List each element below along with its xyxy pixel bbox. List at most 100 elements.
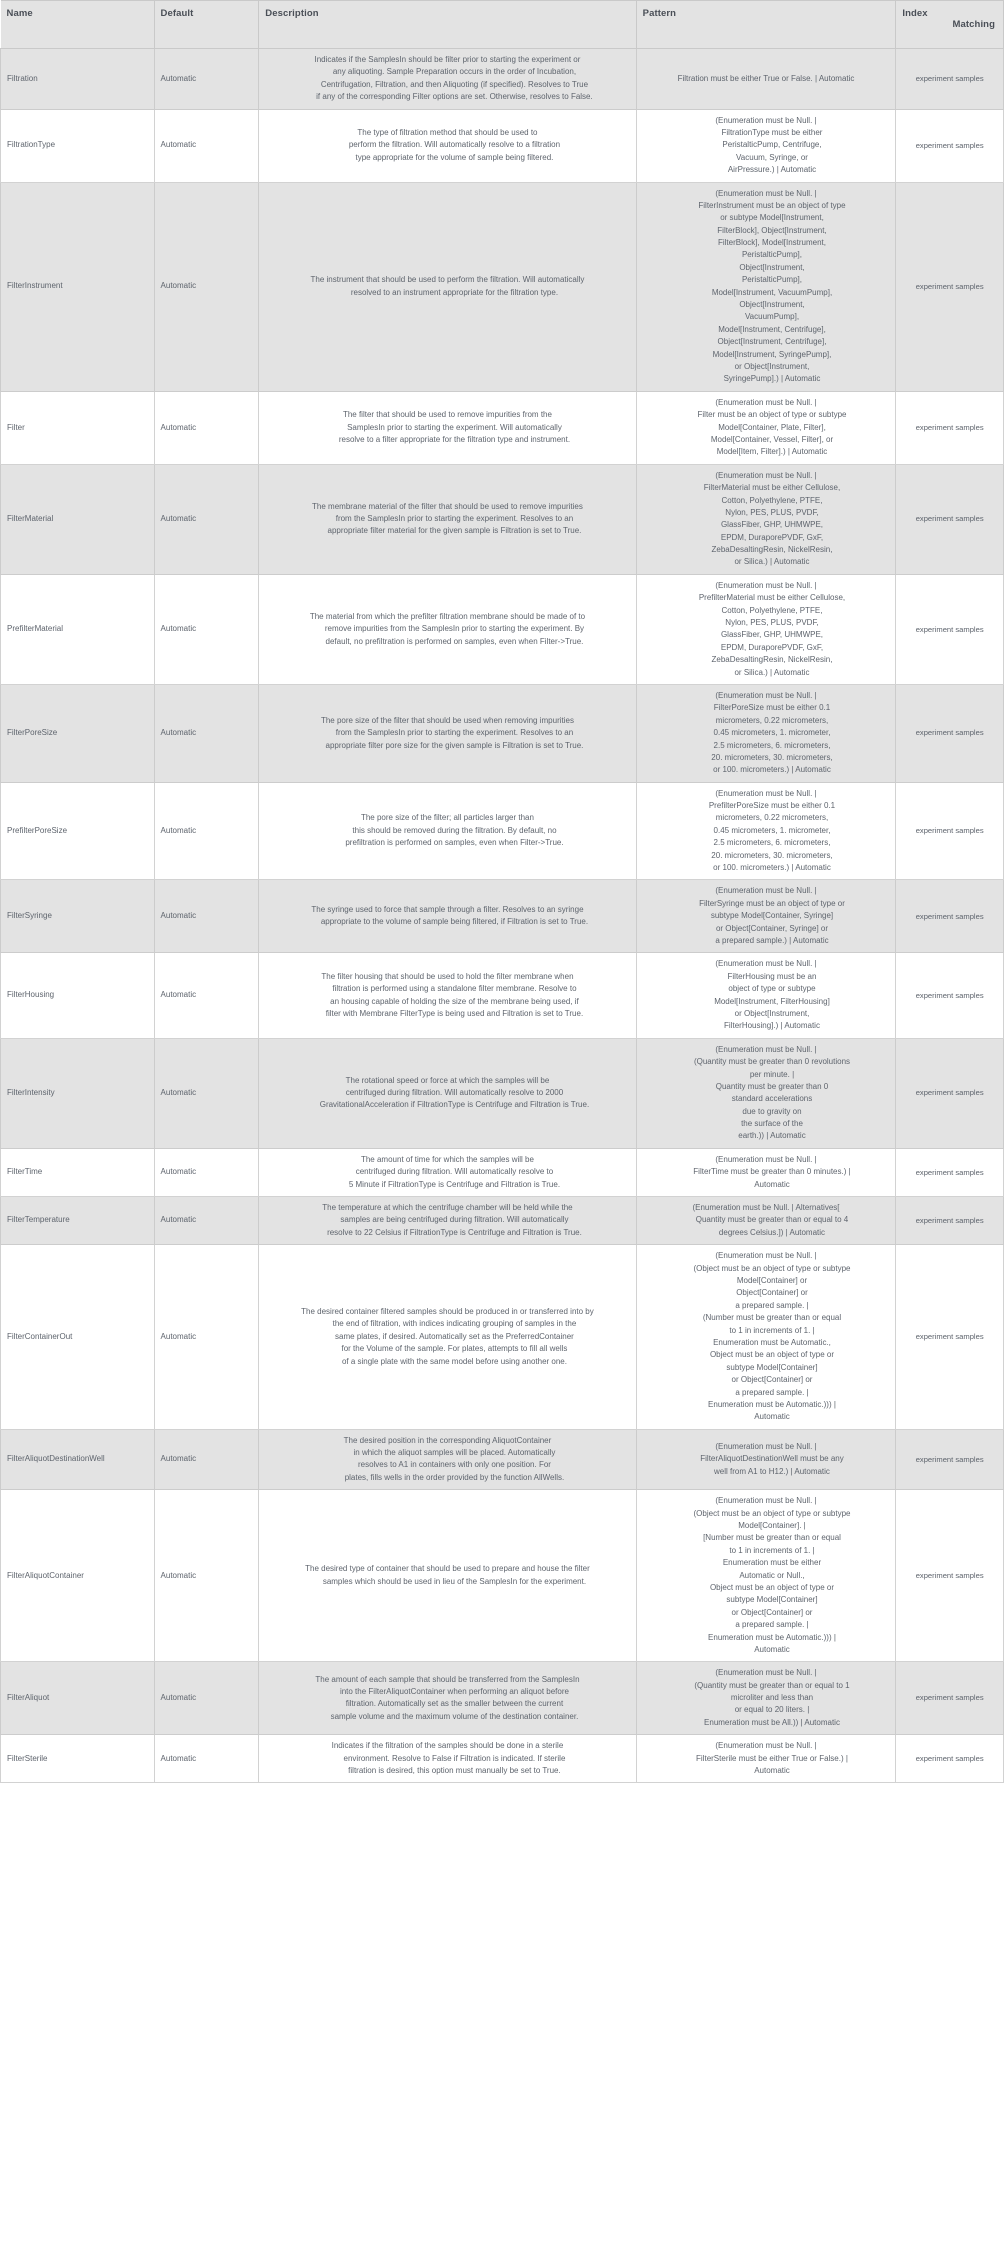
pattern-line: FilterInstrument must be an object of ty… [698, 200, 846, 210]
option-index-matching-cell: experiment samples [895, 1489, 1004, 1663]
pattern-line: (Enumeration must be Null. | Alternative… [692, 1203, 840, 1213]
pattern-line: Model[Instrument, SyringePump], [712, 349, 832, 359]
option-index-matching-cell: experiment samples [895, 573, 1004, 685]
option-index-matching-cell: experiment samples [895, 463, 1004, 575]
description-line: into the FilterAliquotContainer when per… [339, 1686, 569, 1696]
table-row: FilterSyringe Automatic The syringe used t… [0, 879, 1004, 954]
pattern-line: Automatic [754, 1644, 790, 1654]
pattern-line: Object must be an object of type or [709, 1582, 835, 1592]
pattern-line: (Enumeration must be Null. | [715, 580, 817, 590]
pattern-line: (Enumeration must be Null. | [715, 1496, 817, 1506]
pattern-line: degrees Celsius.]) | Automatic [718, 1227, 826, 1237]
option-default-cell: Automatic [153, 1244, 260, 1430]
description-line: resolve to 22 Celsius if FiltrationType … [327, 1227, 582, 1237]
description-line: for the Volume of the sample. For plates… [341, 1344, 568, 1354]
pattern-line: (Enumeration must be Null. | [715, 470, 817, 480]
pattern-line: EPDM, DuraporePVDF, GxF, [720, 532, 824, 542]
option-description-cell: The desired container filtered samples s… [258, 1244, 637, 1430]
pattern-line: Automatic [754, 1179, 790, 1189]
pattern-line: micrometers, 0.22 micrometers, [715, 813, 829, 823]
description-line: The desired position in the correspondin… [343, 1435, 552, 1445]
pattern-line: a prepared sample. | [735, 1620, 809, 1630]
option-name-cell: FilterAliquotDestinationWell [0, 1428, 155, 1491]
pattern-line: Nylon, PES, PLUS, PVDF, [725, 618, 819, 628]
pattern-line: 2.5 micrometers, 6. micrometers, [713, 740, 831, 750]
option-pattern-cell: (Enumeration must be Null. | (Object must… [635, 1244, 897, 1430]
pattern-line: Object[Instrument, [739, 300, 805, 310]
description-line: the end of filtration, with indices indi… [332, 1319, 577, 1329]
option-name-cell: FilterSyringe [0, 879, 155, 954]
pattern-line: [Number must be greater than or equal [703, 1533, 841, 1543]
description-line: The pore size of the filter that should … [320, 715, 574, 725]
description-line: centrifuged during filtration. Will auto… [345, 1088, 564, 1098]
description-line: Indicates if the filtration of the sampl… [331, 1741, 564, 1751]
pattern-line: PrefilterPoreSize must be either 0.1 [708, 801, 836, 811]
option-default-cell: Automatic [153, 1147, 260, 1198]
description-line: appropriate filter pore size for the giv… [325, 740, 584, 750]
pattern-line: Model[Container, Plate, Filter], [718, 422, 826, 432]
pattern-line: due to gravity on [742, 1106, 802, 1116]
option-description-cell: The temperature at which the centrifuge … [258, 1196, 637, 1246]
description-line: The desired type of container that shoul… [305, 1564, 590, 1574]
description-line: prefiltration is performed on samples, e… [345, 838, 564, 848]
option-default-cell: Automatic [153, 1661, 260, 1736]
description-line: samples are being centrifuged during fil… [340, 1215, 569, 1225]
pattern-line: 20. micrometers, 30. micrometers, [711, 850, 833, 860]
option-pattern-cell: (Enumeration must be Null. | PrefilterMat… [635, 573, 897, 685]
description-line: same plates, if desired. Automatically s… [335, 1331, 574, 1341]
option-default-cell: Automatic [153, 879, 260, 954]
description-line: from the SamplesIn prior to starting the… [335, 514, 574, 524]
option-pattern-cell: Filtration must be either True or False.… [635, 48, 897, 110]
description-line: GravitationalAcceleration if FiltrationT… [319, 1100, 590, 1110]
pattern-line: FilterTime must be greater than 0 minute… [693, 1167, 851, 1177]
pattern-line: or Object[Container] or [731, 1607, 813, 1617]
option-name-cell: FilterSterile [0, 1734, 155, 1784]
description-line: filter with Membrane FilterType is being… [325, 1008, 584, 1018]
pattern-line: or equal to 20 liters. | [734, 1705, 810, 1715]
column-header-index-line1: Index [902, 8, 928, 19]
pattern-line: 20. micrometers, 30. micrometers, [711, 752, 833, 762]
table-row: FilterPoreSize Automatic The pore size of … [0, 683, 1004, 783]
pattern-line: GlassFiber, GHP, UHMWPE, [720, 520, 824, 530]
pattern-line: or Object[Container] or [731, 1375, 813, 1385]
option-name-cell: FilterAliquotContainer [0, 1489, 155, 1663]
pattern-line: (Enumeration must be Null. | [715, 1441, 817, 1451]
table-row: PrefilterMaterial Automatic The material f… [0, 573, 1004, 685]
pattern-line: or 100. micrometers.) | Automatic [713, 863, 831, 873]
pattern-line: Automatic [754, 1412, 790, 1422]
description-line: The temperature at which the centrifuge … [322, 1203, 573, 1213]
pattern-line: to 1 in increments of 1. | [729, 1545, 815, 1555]
option-default-cell: Automatic [153, 573, 260, 685]
pattern-line: Enumeration must be Automatic.))) | [708, 1632, 836, 1642]
option-index-matching-cell: experiment samples [895, 1196, 1004, 1246]
description-line: The filter housing that should be used t… [321, 971, 574, 981]
pattern-line: Model[Container] or [736, 1275, 808, 1285]
option-name-cell: FilterInstrument [0, 181, 155, 392]
description-line: Centrifugation, Filtration, and then Ali… [320, 79, 589, 89]
option-index-matching-cell: experiment samples [895, 781, 1004, 881]
pattern-line: Filter must be an object of type or subt… [697, 410, 847, 420]
description-line: The membrane material of the filter that… [312, 501, 583, 511]
option-index-matching-cell: experiment samples [895, 1147, 1004, 1198]
pattern-line: to 1 in increments of 1. | [729, 1325, 815, 1335]
pattern-line: PeristalticPump, Centrifuge, [722, 140, 822, 150]
option-pattern-cell: (Enumeration must be Null. | FilterMateri… [635, 463, 897, 575]
option-name-cell: FilterAliquot [0, 1661, 155, 1736]
table-header: Name Default Description Pattern Index M… [0, 0, 1004, 49]
description-line: resolves to A1 in containers with only o… [357, 1460, 551, 1470]
pattern-line: a prepared sample.) | Automatic [715, 936, 829, 945]
option-default-cell: Automatic [153, 683, 260, 783]
option-name-cell: Filtration [0, 48, 155, 110]
option-default-cell: Automatic [153, 181, 260, 392]
option-index-matching-cell: experiment samples [895, 879, 1004, 954]
pattern-line: PeristalticPump], [741, 275, 802, 285]
description-line: centrifuged during filtration. Will auto… [355, 1167, 554, 1177]
description-line: The material from which the prefilter fi… [309, 611, 586, 621]
table-body: Filtration Automatic Indicates if the Samp… [0, 48, 1004, 1784]
option-default-cell: Automatic [153, 1734, 260, 1784]
option-pattern-cell: (Enumeration must be Null. | FilterSteril… [635, 1734, 897, 1784]
table-row: Filtration Automatic Indicates if the Samp… [0, 48, 1004, 110]
description-line: resolved to an instrument appropriate fo… [350, 287, 559, 297]
table-header-row: Name Default Description Pattern Index M… [0, 0, 1004, 49]
description-line: SamplesIn prior to starting the experime… [347, 422, 562, 432]
